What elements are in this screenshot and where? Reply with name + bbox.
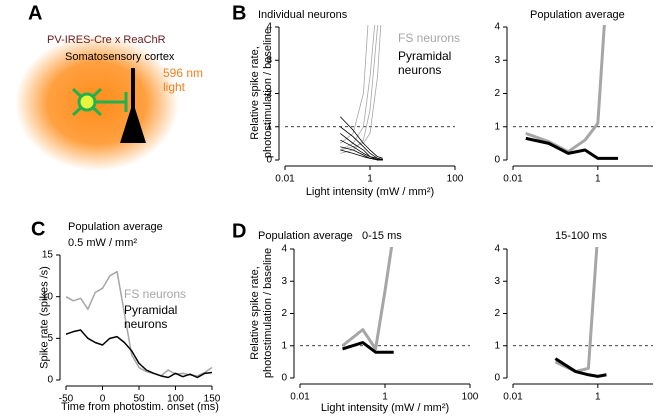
y-tick-label: 2 (494, 88, 500, 99)
y-tick-label: 3 (494, 276, 500, 287)
panel-letter: A (28, 2, 42, 24)
panel-letter: C (31, 218, 45, 240)
y-tick-label: 2 (281, 308, 287, 319)
x-tick-label: 0.01 (275, 174, 295, 185)
x-tick-label: 1 (595, 392, 601, 403)
legend-entry: Pyramidal neurons (398, 49, 452, 77)
plot-area (525, 25, 619, 160)
chart-title: Individual neurons (258, 9, 348, 21)
y-tick-label: 4 (494, 244, 500, 255)
series-line (340, 116, 383, 159)
legend-entry: Pyramidal neurons (124, 303, 178, 331)
series-line (525, 136, 619, 160)
series-line (554, 357, 607, 378)
panel-letter: B (232, 2, 246, 24)
x-tick-label: 150 (204, 394, 221, 405)
chart-subtitle: 0.5 mW / mm² (68, 237, 137, 249)
x-tick-label: 100 (447, 174, 464, 185)
y-tick-label: 2 (266, 88, 272, 99)
series-line (554, 247, 599, 374)
x-tick-label: 1 (367, 174, 373, 185)
x-tick-label: 0 (100, 394, 106, 405)
x-tick-label: 100 (462, 392, 479, 403)
y-tick-label: 0 (494, 373, 500, 384)
y-tick-label: 1 (494, 340, 500, 351)
y-tick-label: 0 (47, 375, 53, 386)
series-line (340, 149, 383, 161)
x-tick-label: 1 (382, 392, 388, 403)
chart-title: Population average (530, 9, 625, 21)
chart-subtitle: 0-15 ms (362, 230, 402, 242)
series-line (340, 25, 376, 151)
x-axis-label: Light intensity (mW / mm²) (306, 186, 434, 198)
panel-letter: D (232, 220, 246, 242)
pyramidal-neuron (120, 68, 146, 143)
light-label: 596 nm light (163, 66, 204, 94)
series-line (342, 341, 394, 354)
x-axis-label: Light intensity (mW / mm²) (321, 402, 449, 414)
series-line (341, 247, 394, 351)
y-tick-label: 4 (494, 22, 500, 33)
plot-area (341, 247, 394, 354)
y-tick-label: 1 (281, 340, 287, 351)
y-tick-label: 0 (266, 155, 272, 166)
y-tick-label: 2 (494, 308, 500, 319)
y-tick-label: 0 (494, 155, 500, 166)
fs-neuron (71, 87, 128, 117)
y-tick-label: 3 (281, 276, 287, 287)
x-tick-label: 0.01 (503, 392, 523, 403)
y-axis-label: Spike rate (spikes /s) (38, 266, 51, 369)
y-axis-label: Relative spike rate, photostimulation / … (249, 27, 274, 159)
y-tick-label: 5 (47, 333, 53, 344)
y-tick-label: 0 (281, 373, 287, 384)
series-line (340, 25, 379, 154)
chart-title: Population average (258, 230, 353, 242)
series-line (340, 133, 383, 161)
legend-entry: FS neurons (124, 287, 187, 301)
x-tick-label: 0.01 (503, 174, 523, 185)
plot-area (340, 25, 383, 161)
x-tick-label: 100 (167, 394, 184, 405)
x-tick-label: 50 (133, 394, 145, 405)
y-tick-label: 3 (266, 55, 272, 66)
x-axis-label: Time from photostim. onset (ms) (61, 401, 219, 413)
y-tick-label: 15 (42, 250, 54, 261)
y-axis-label: Relative spike rate, photostimulation / … (249, 247, 274, 379)
plot-area (554, 247, 607, 378)
chart-title: Population average (68, 221, 163, 233)
region: Somatosensory cortex (65, 51, 175, 63)
series-line (340, 25, 382, 151)
y-tick-label: 1 (266, 121, 272, 132)
y-tick-label: 4 (266, 22, 272, 33)
x-tick-label: 0.01 (290, 392, 310, 403)
y-tick-label: 4 (281, 244, 287, 255)
legend-entry: FS neurons (398, 31, 461, 45)
series-line (65, 329, 213, 379)
plot-area (65, 270, 213, 379)
series-line (340, 139, 383, 161)
series-line (525, 25, 606, 154)
series-line (340, 146, 383, 161)
y-tick-label: 10 (42, 291, 54, 302)
chart-title: 15-100 ms (555, 230, 607, 242)
y-tick-label: 1 (494, 121, 500, 132)
mouse-line: PV-IRES-Cre x ReaChR (47, 34, 166, 46)
y-tick-label: 3 (494, 55, 500, 66)
x-tick-label: 1 (595, 174, 601, 185)
x-tick-label: -50 (59, 394, 74, 405)
